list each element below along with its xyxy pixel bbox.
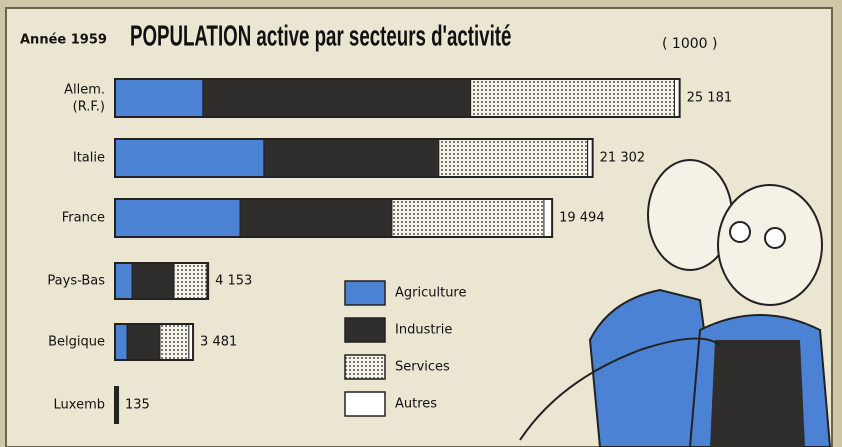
bar-segment [263,138,440,178]
bar-segment [114,262,133,300]
bar-segment [438,138,589,178]
legend-label: Autres [395,397,437,412]
category-label: Italie [73,151,105,166]
category-label: France [62,211,105,226]
category-label: Allem. [64,83,105,98]
bar-segment [173,262,208,300]
bar-segment [131,262,175,300]
category-label: (R.F.) [73,100,105,115]
year-label: Année 1959 [20,33,107,48]
total-label: 19 494 [559,211,605,226]
bar-outline [114,323,195,361]
legend-label: Industrie [395,323,452,338]
total-label: 4 153 [215,274,252,289]
bar-segment [470,78,675,118]
legend-label: Agriculture [395,286,467,301]
bar-segment [114,323,128,361]
bar-outline [114,386,120,424]
category-label: Belgique [48,335,105,350]
legend-swatch [344,354,386,380]
category-label: Luxemb [54,398,105,413]
legend-label: Services [395,360,450,375]
total-label: 21 302 [600,151,646,166]
bar-segment [391,198,545,238]
bar-segment [114,198,241,238]
bar-segment [202,78,472,118]
bar-segment [159,323,190,361]
bar-segment [114,138,265,178]
unit-label: ( 1000 ) [662,36,717,52]
bar-outline [114,262,210,300]
bar-segment [543,198,553,238]
bar-outline [114,78,681,118]
bar-segment [126,323,161,361]
legend-swatch [344,391,386,417]
cartoon [519,159,832,447]
bar-outline [114,198,554,238]
legend-swatch [344,280,386,306]
total-label: 25 181 [687,91,733,106]
bar-segment [239,198,393,238]
bar-outline [114,138,594,178]
bar-segment [114,78,204,118]
legend-swatch [344,317,386,343]
total-label: 3 481 [200,335,237,350]
chart-title: POPULATION active par secteurs d'activit… [130,21,511,53]
category-label: Pays-Bas [47,274,105,289]
total-label: 135 [125,398,150,413]
